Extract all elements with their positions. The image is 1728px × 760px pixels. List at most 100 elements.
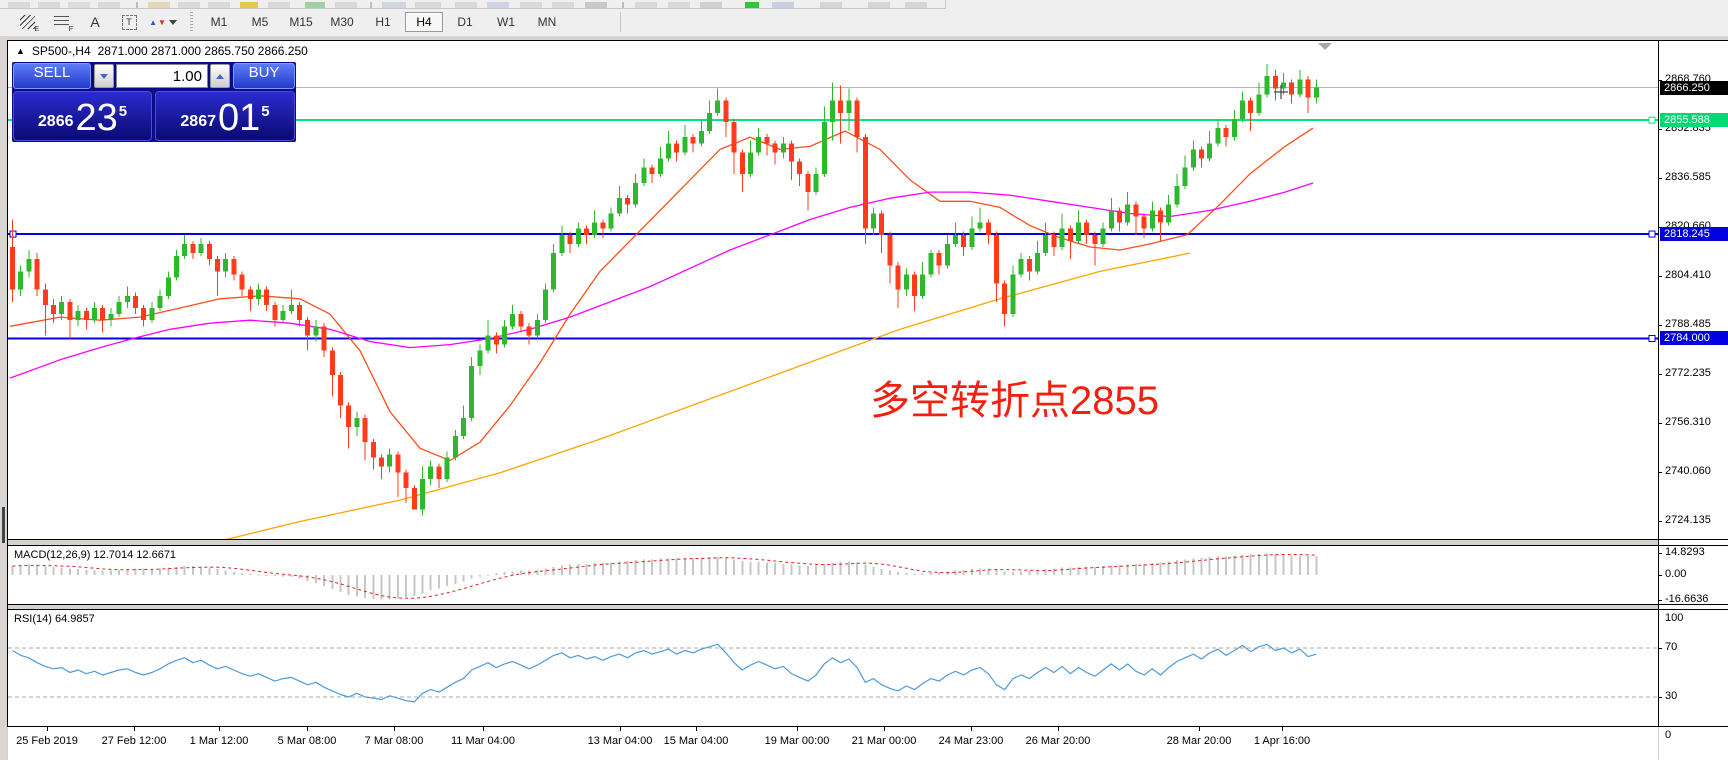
triangle-up-icon <box>216 73 224 79</box>
price-axis-bg[interactable] <box>1659 41 1728 760</box>
arrow-down-glyph: ▼ <box>158 17 166 27</box>
toolbar-icon-fragment <box>622 2 624 9</box>
time-axis-bg[interactable] <box>8 727 1658 760</box>
buy-button[interactable]: BUY <box>233 63 295 89</box>
time-tick-mark <box>47 727 48 731</box>
time-tick-label: 19 Mar 00:00 <box>764 735 830 747</box>
channel-lines-icon <box>19 15 35 29</box>
time-tick-mark <box>1058 727 1059 731</box>
arrow-up-glyph: ▲ <box>149 17 157 27</box>
timeframe-button-H1[interactable]: H1 <box>375 15 391 29</box>
time-tick-mark <box>1282 727 1283 731</box>
macd-panel[interactable] <box>8 546 1658 604</box>
timeframe-button-W1[interactable]: W1 <box>497 15 515 29</box>
timeframe-button-MN[interactable]: MN <box>537 15 557 29</box>
dropdown-caret-icon[interactable] <box>168 19 177 25</box>
border-line <box>1658 40 1659 727</box>
chart-ohlc-values: 2871.000 2871.000 2865.750 2866.250 <box>97 44 308 58</box>
volume-increase-button[interactable] <box>210 64 230 88</box>
timeframe-button-H4[interactable]: H4 <box>405 12 443 32</box>
text-box-tool[interactable]: T <box>116 11 142 33</box>
macd-tick-label: -16.6636 <box>1665 592 1709 605</box>
buy-price-box[interactable]: 2867 01 5 <box>155 91 295 141</box>
ma-fast-line <box>9 127 1314 462</box>
sell-price-box[interactable]: 2866 23 5 <box>13 91 152 141</box>
time-tick-label: 11 Mar 04:00 <box>450 735 516 747</box>
toolbar-icon-fragment <box>487 2 509 9</box>
toolbar-icon-fragment <box>745 2 759 9</box>
rsi-panel[interactable] <box>8 610 1658 726</box>
toolbar-icon-fragment <box>98 2 120 9</box>
toolbar: E F A T ▲ ▼ M1 M5 M15 M30 H1 H4 D1 W1 MN <box>0 9 1728 37</box>
toolbar-icon-fragment <box>240 2 258 9</box>
time-tick-label: 28 Mar 20:00 <box>1166 735 1232 747</box>
timeframe-button-D1[interactable]: D1 <box>457 15 473 29</box>
price-tick-label: 2772.235 <box>1665 367 1711 380</box>
timeframe-button-M30[interactable]: M30 <box>330 15 354 29</box>
price-tick-mark <box>1658 422 1662 424</box>
toolbar-icon-fragment <box>415 2 441 9</box>
main-chart[interactable]: 多空转折点2855 <box>8 41 1658 539</box>
toolbar-icon-fragment <box>178 2 200 9</box>
toolbar-icon-fragment <box>668 2 690 9</box>
time-tick-label: 13 Mar 04:00 <box>587 735 653 747</box>
arrows-tool[interactable]: ▲ ▼ <box>149 11 177 33</box>
time-tick-label: 1 Mar 12:00 <box>189 735 249 747</box>
border-line <box>7 726 1728 727</box>
timeframe-button-M15[interactable]: M15 <box>289 15 313 29</box>
border-line <box>7 539 1728 540</box>
time-tick-label: 7 Mar 08:00 <box>364 735 424 747</box>
toolbar-icon-fragment <box>868 2 890 9</box>
macd-tick-label: 14.8293 <box>1665 546 1705 558</box>
toolbar-icon-fragment <box>455 2 477 9</box>
volume-decrease-button[interactable] <box>94 64 114 88</box>
time-tick-mark <box>219 727 220 731</box>
rsi-tick-mark <box>1658 697 1662 698</box>
ma-slow-line <box>225 252 1191 539</box>
time-tick-mark <box>696 727 697 731</box>
top-toolbar-strip <box>0 0 1728 9</box>
time-tick-mark <box>620 727 621 731</box>
chart-title: ▲ SP500-,H4 2871.000 2871.000 2865.750 2… <box>16 44 308 58</box>
toolbar-icon-fragment <box>8 2 30 9</box>
time-tick-mark <box>394 727 395 731</box>
top-strip-border <box>0 8 945 9</box>
toolbar-icon-fragment <box>38 2 60 9</box>
price-tick-label: 2788.485 <box>1665 317 1711 330</box>
macd-tick-mark <box>1658 575 1662 576</box>
toolbar-icon-fragment <box>772 2 794 9</box>
line-handle-icon <box>1648 230 1656 238</box>
time-tick-mark <box>307 727 308 731</box>
toolbar-icon-fragment <box>585 2 607 9</box>
sell-price-prefix: 2866 <box>37 113 74 130</box>
timeframe-button-M1[interactable]: M1 <box>210 15 228 29</box>
time-tick-mark <box>971 727 972 731</box>
macd-signal-line <box>12 554 1317 599</box>
price-tick-label: 2724.135 <box>1665 514 1711 527</box>
tool-sub-label: E <box>34 26 39 33</box>
toolbar-icon-fragment <box>820 2 842 9</box>
rsi-tick-label: 0 <box>1665 729 1672 741</box>
panel-toggle-icon[interactable]: ▲ <box>16 46 25 56</box>
text-a-icon: A <box>90 14 100 30</box>
text-label-tool[interactable]: A <box>82 11 108 33</box>
chart-symbol-period: SP500-,H4 <box>31 44 91 58</box>
price-tick-mark <box>1658 80 1662 81</box>
rsi-tick-label: 100 <box>1665 612 1684 624</box>
timeframe-button-M5[interactable]: M5 <box>251 15 269 29</box>
time-tick-label: 5 Mar 08:00 <box>277 735 337 747</box>
line-handle-icon <box>1648 334 1656 342</box>
time-tick-mark <box>134 727 135 731</box>
toolbar-drag-handle[interactable] <box>190 12 193 32</box>
macd-tick-label: 0.00 <box>1665 568 1687 580</box>
equidistant-channel-tool[interactable]: E <box>14 11 40 33</box>
sell-button[interactable]: SELL <box>13 63 91 89</box>
rsi-tick-mark <box>1658 648 1662 649</box>
time-tick-label: 15 Mar 04:00 <box>663 735 729 747</box>
price-tick-mark <box>1658 374 1662 376</box>
fibonacci-tool[interactable]: F <box>48 11 74 33</box>
volume-input[interactable] <box>116 64 208 88</box>
toolbar-icon-fragment <box>208 2 230 9</box>
border-line <box>7 40 1728 41</box>
price-level-badge: 2866.250 <box>1660 80 1728 95</box>
